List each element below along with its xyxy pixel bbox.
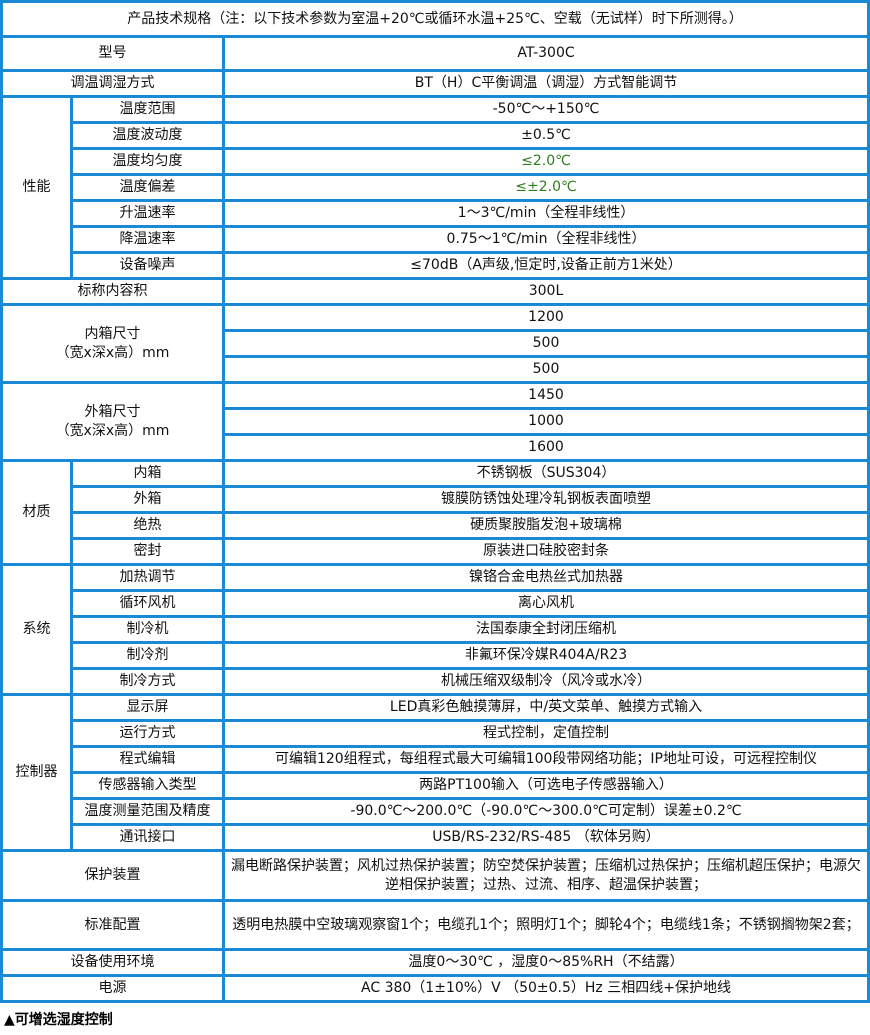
row-label: 降温速率 <box>70 225 225 254</box>
row-value: 不锈钢板（SUS304） <box>222 459 870 488</box>
row-label: 调温调湿方式 <box>0 69 225 98</box>
row-value: 1200 <box>222 303 870 332</box>
row-value: 硬质聚胺脂发泡+玻璃棉 <box>222 511 870 540</box>
table-row: 控制器 显示屏 LED真彩色触摸薄屏，中/英文菜单、触摸方式输入 <box>0 693 870 852</box>
group-label: 控制器 <box>0 693 73 852</box>
row-value: 镍铬合金电热丝式加热器 <box>222 563 870 592</box>
row-label: 电源 <box>0 974 225 1003</box>
row-label: 设备使用环境 <box>0 948 225 977</box>
table-row: 循环风机 离心风机 <box>2 589 870 618</box>
row-label: 制冷机 <box>70 615 225 644</box>
footnote: ▲可增选湿度控制 <box>4 1012 113 1028</box>
row-value: ≤70dB（A声级,恒定时,设备正前方1米处） <box>222 251 870 280</box>
row-label: 温度测量范围及精度 <box>70 797 225 826</box>
row-label: 设备噪声 <box>70 251 225 280</box>
row-label: 运行方式 <box>70 719 225 748</box>
table-row: 制冷剂 非氟环保冷媒R404A/R23 <box>2 641 870 670</box>
row-value: ≤2.0℃ <box>222 147 870 176</box>
label-line: 外箱尺寸 <box>84 403 141 420</box>
group-label: 性能 <box>0 95 73 280</box>
row-value: 1450 <box>222 381 870 410</box>
row-value: ±0.5℃ <box>222 121 870 150</box>
row-value: 1600 <box>222 433 870 462</box>
group-label: 系统 <box>0 563 73 696</box>
label-line: （宽x深x高）mm <box>55 422 170 439</box>
row-value: 500 <box>222 329 870 358</box>
row-value: AT-300C <box>222 35 870 72</box>
row-value: 可编辑120组程式，每组程式最大可编辑100段带网络功能；IP地址可设，可远程控… <box>222 745 870 774</box>
row-label: 温度范围 <box>70 95 225 124</box>
row-value: LED真彩色触摸薄屏，中/英文菜单、触摸方式输入 <box>222 693 870 722</box>
row-value: 300L <box>222 277 870 306</box>
table-row: 降温速率 0.75～1℃/min（全程非线性） <box>2 225 870 254</box>
row-label: 制冷剂 <box>70 641 225 670</box>
row-label: 显示屏 <box>70 693 225 722</box>
row-label: 温度波动度 <box>70 121 225 150</box>
table-row: 通讯接口 USB/RS-232/RS-485 （软体另购） <box>2 823 870 852</box>
row-label: 温度均匀度 <box>70 147 225 176</box>
row-value: 离心风机 <box>222 589 870 618</box>
row-label: 传感器输入类型 <box>70 771 225 800</box>
row-label: 外箱 <box>70 485 225 514</box>
row-label: 通讯接口 <box>70 823 225 852</box>
row-value: -90.0℃～200.0℃（-90.0℃～300.0℃可定制）误差±0.2℃ <box>222 797 870 826</box>
row-value: 温度0～30℃ ，湿度0～85%RH（不结露） <box>222 948 870 977</box>
table-row: 升温速率 1～3℃/min（全程非线性） <box>2 199 870 228</box>
table-row: 温度均匀度 ≤2.0℃ <box>2 147 870 176</box>
table-row: 传感器输入类型 两路PT100输入（可选电子传感器输入） <box>2 771 870 800</box>
table-row: 性能 温度范围 -50℃～+150℃ <box>0 95 870 280</box>
table-row: 设备噪声 ≤70dB（A声级,恒定时,设备正前方1米处） <box>2 251 870 280</box>
row-value: 1～3℃/min（全程非线性） <box>222 199 870 228</box>
row-value: -50℃～+150℃ <box>222 95 870 124</box>
row-label: 保护装置 <box>0 849 225 902</box>
row-label: 标称内容积 <box>0 277 225 306</box>
row-label: 循环风机 <box>70 589 225 618</box>
table-row: 程式编辑 可编辑120组程式，每组程式最大可编辑100段带网络功能；IP地址可设，… <box>2 745 870 774</box>
outer-size-label: 外箱尺寸 （宽x深x高）mm <box>0 381 225 462</box>
label-line: （宽x深x高）mm <box>55 344 170 361</box>
row-value: USB/RS-232/RS-485 （软体另购） <box>222 823 870 852</box>
row-label: 内箱 <box>70 459 225 488</box>
row-label: 制冷方式 <box>70 667 225 696</box>
row-label: 升温速率 <box>70 199 225 228</box>
label-line: 内箱尺寸 <box>84 325 141 342</box>
table-row: 系统 加热调节 镍铬合金电热丝式加热器 <box>0 563 870 696</box>
row-label: 型号 <box>0 35 225 72</box>
row-value: 0.75～1℃/min（全程非线性） <box>222 225 870 254</box>
row-value: ≤±2.0℃ <box>222 173 870 202</box>
inner-size-label: 内箱尺寸 （宽x深x高）mm <box>0 303 225 384</box>
table-row: 运行方式 程式控制，定值控制 <box>2 719 870 748</box>
row-value: 镀膜防锈蚀处理冷轧钢板表面喷塑 <box>222 485 870 514</box>
table-row: 温度偏差 ≤±2.0℃ <box>2 173 870 202</box>
table-row: 温度波动度 ±0.5℃ <box>2 121 870 150</box>
table-title: 产品技术规格（注：以下技术参数为室温+20℃或循环水温+25℃、空载（无试样）时… <box>0 0 870 38</box>
row-value: 500 <box>222 355 870 384</box>
row-label: 绝热 <box>70 511 225 540</box>
row-label: 温度偏差 <box>70 173 225 202</box>
spec-table: 产品技术规格（注：以下技术参数为室温+20℃或循环水温+25℃、空载（无试样）时… <box>0 0 870 1003</box>
row-label: 密封 <box>70 537 225 566</box>
row-value: 漏电断路保护装置；风机过热保护装置；防空焚保护装置；压缩机过热保护；压缩机超压保… <box>222 849 870 902</box>
table-row: 制冷方式 机械压缩双级制冷（风冷或水冷） <box>2 667 870 696</box>
row-value: AC 380（1±10%）V （50±0.5）Hz 三相四线+保护地线 <box>222 974 870 1003</box>
row-value: 1000 <box>222 407 870 436</box>
table-row: 制冷机 法国泰康全封闭压缩机 <box>2 615 870 644</box>
row-value: 程式控制，定值控制 <box>222 719 870 748</box>
row-value: 透明电热膜中空玻璃观察窗1个；电缆孔1个；照明灯1个；脚轮4个；电缆线1条；不锈… <box>222 899 870 951</box>
table-row: 密封 原装进口硅胶密封条 <box>2 537 870 566</box>
table-row: 温度测量范围及精度 -90.0℃～200.0℃（-90.0℃～300.0℃可定制）… <box>2 797 870 826</box>
row-value: 原装进口硅胶密封条 <box>222 537 870 566</box>
row-value: BT（H）C平衡调温（调湿）方式智能调节 <box>222 69 870 98</box>
row-label: 加热调节 <box>70 563 225 592</box>
row-label: 程式编辑 <box>70 745 225 774</box>
table-row: 绝热 硬质聚胺脂发泡+玻璃棉 <box>2 511 870 540</box>
table-row: 材质 内箱 不锈钢板（SUS304） <box>0 459 870 566</box>
row-value: 法国泰康全封闭压缩机 <box>222 615 870 644</box>
row-value: 机械压缩双级制冷（风冷或水冷） <box>222 667 870 696</box>
row-label: 标准配置 <box>0 899 225 951</box>
table-row: 外箱 镀膜防锈蚀处理冷轧钢板表面喷塑 <box>2 485 870 514</box>
row-value: 两路PT100输入（可选电子传感器输入） <box>222 771 870 800</box>
group-label: 材质 <box>0 459 73 566</box>
row-value: 非氟环保冷媒R404A/R23 <box>222 641 870 670</box>
